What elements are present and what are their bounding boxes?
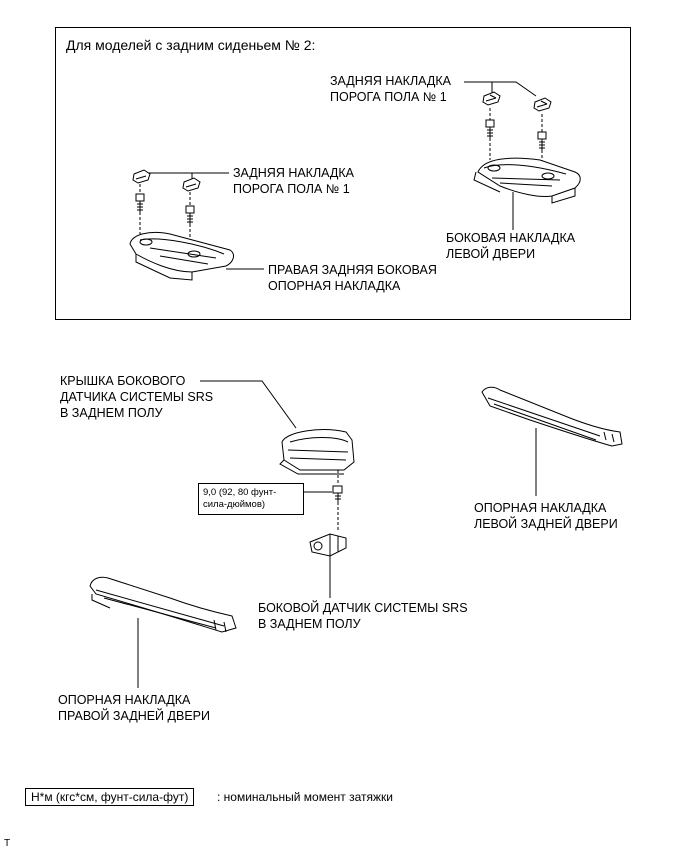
legend-unit-box: Н*м (кгс*см, фунт-сила-фут) <box>25 788 195 806</box>
left-rear-door-plate <box>481 386 623 447</box>
sensor-bolt <box>332 485 343 502</box>
right-rear-door-plate <box>89 576 237 633</box>
floor-sill-clip-1 <box>482 91 501 106</box>
corner-mark: T <box>4 838 11 849</box>
screw-lower-1 <box>135 193 145 212</box>
torque-spec-box: 9,0 (92, 80 фунт- сила-дюймов) <box>198 483 304 515</box>
label-right-rear-side-plate: ПРАВАЯ ЗАДНЯЯ БОКОВАЯ ОПОРНАЯ НАКЛАДКА <box>268 263 437 293</box>
srs-side-sensor <box>309 533 347 557</box>
label-right-rear-door-plate: ОПОРНАЯ НАКЛАДКА ПРАВОЙ ЗАДНЕЙ ДВЕРИ <box>58 693 210 723</box>
label-left-rear-door-plate: ОПОРНАЯ НАКЛАДКА ЛЕВОЙ ЗАДНЕЙ ДВЕРИ <box>474 501 618 531</box>
left-door-side-plate <box>473 157 581 204</box>
variant-title: Для моделей с задним сиденьем № 2: <box>66 37 316 53</box>
screw-upper-1 <box>485 119 495 138</box>
floor-sill-clip-2 <box>533 97 552 112</box>
legend-description: : номинальный момент затяжки <box>217 790 393 804</box>
floor-sill-clip-4 <box>182 177 201 192</box>
screw-upper-2 <box>537 131 547 150</box>
variant-frame <box>55 27 631 320</box>
label-left-door-side-plate: БОКОВАЯ НАКЛАДКА ЛЕВОЙ ДВЕРИ <box>446 231 576 261</box>
floor-sill-clip-3 <box>132 169 151 184</box>
label-srs-sensor-cover: КРЫШКА БОКОВОГО ДАТЧИКА СИСТЕМЫ SRS В ЗА… <box>60 374 214 420</box>
label-srs-side-sensor: БОКОВОЙ ДАТЧИК СИСТЕМЫ SRS В ЗАДНЕМ ПОЛУ <box>258 601 468 631</box>
screw-lower-2 <box>185 205 195 224</box>
right-rear-side-plate <box>129 231 234 281</box>
label-floor-sill-clip-lower: ЗАДНЯЯ НАКЛАДКА ПОРОГА ПОЛА № 1 <box>233 166 355 196</box>
label-floor-sill-clip-upper: ЗАДНЯЯ НАКЛАДКА ПОРОГА ПОЛА № 1 <box>330 74 452 104</box>
srs-sensor-cover <box>279 429 355 475</box>
